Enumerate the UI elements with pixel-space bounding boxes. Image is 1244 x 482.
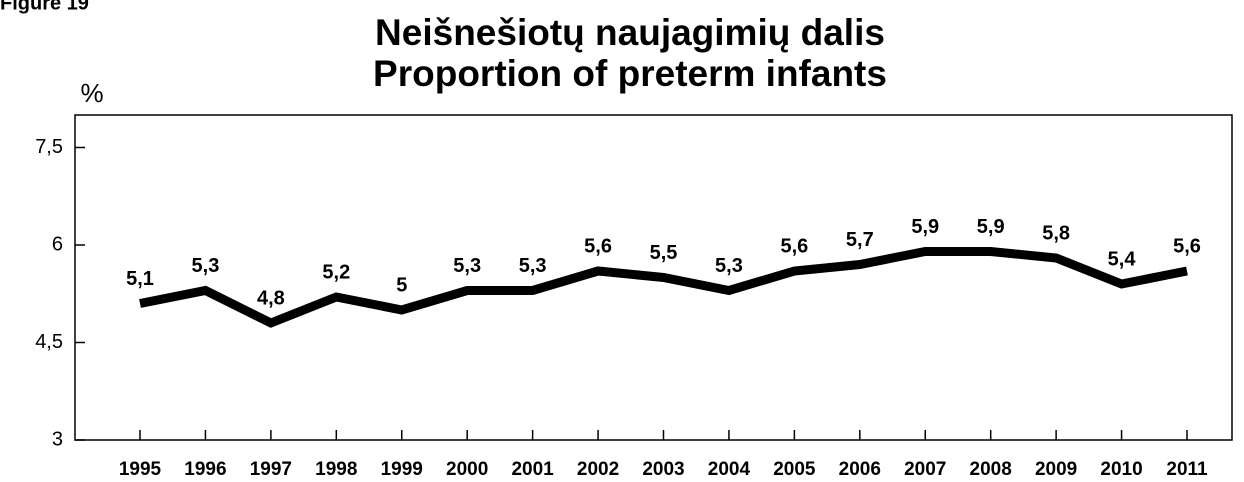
x-tick-label: 2008 — [970, 459, 1012, 480]
x-tick-label: 2002 — [577, 459, 619, 480]
data-label: 5,5 — [650, 242, 678, 264]
line-series — [139, 247, 1188, 328]
y-axis-label: % — [80, 78, 103, 108]
data-label: 5,2 — [322, 261, 350, 283]
y-tick-label: 3 — [52, 428, 63, 450]
data-label: 5,3 — [192, 255, 220, 277]
x-tick-label: 1997 — [250, 459, 292, 480]
data-label: 5,3 — [715, 255, 743, 277]
data-label: 5,9 — [911, 216, 939, 238]
plot-frame — [74, 114, 1233, 441]
x-tick-label: 1998 — [315, 459, 357, 480]
data-label: 5,3 — [519, 255, 547, 277]
x-tick-label: 1999 — [381, 459, 423, 480]
x-tick-label: 2009 — [1035, 459, 1077, 480]
chart-title: Proportion of preterm infants — [373, 53, 887, 94]
x-tick-label: 2001 — [511, 459, 554, 480]
data-label: 5,6 — [780, 235, 808, 257]
x-tick-label: 2003 — [642, 459, 684, 480]
x-tick-label: 2010 — [1100, 459, 1142, 480]
x-tick-label: 2011 — [1166, 459, 1208, 480]
y-tick-label: 6 — [52, 233, 63, 255]
data-label: 5 — [396, 274, 407, 296]
data-label: 5,6 — [584, 235, 612, 257]
data-label: 5,3 — [453, 255, 481, 277]
data-label: 5,9 — [977, 216, 1005, 238]
x-tick-label: 1996 — [184, 459, 226, 480]
data-label: 5,7 — [846, 229, 874, 251]
x-tick-label: 2000 — [446, 459, 488, 480]
y-tick-label: 4,5 — [35, 331, 63, 353]
figure-label: Figure 19 — [0, 0, 89, 14]
y-tick-label: 7,5 — [35, 136, 63, 158]
x-tick-label: 2004 — [708, 459, 751, 480]
data-label: 5,1 — [126, 268, 154, 290]
data-label: 4,8 — [257, 287, 285, 309]
data-label: 5,6 — [1173, 235, 1201, 257]
x-tick-label: 2006 — [839, 459, 881, 480]
x-tick-label: 2005 — [773, 459, 816, 480]
data-label: 5,8 — [1042, 222, 1070, 244]
x-tick-label: 1995 — [119, 459, 162, 480]
data-label: 5,4 — [1108, 248, 1137, 270]
x-tick-label: 2007 — [904, 459, 946, 480]
chart-title: Neišnešiotų naujagimių dalis — [375, 12, 885, 53]
